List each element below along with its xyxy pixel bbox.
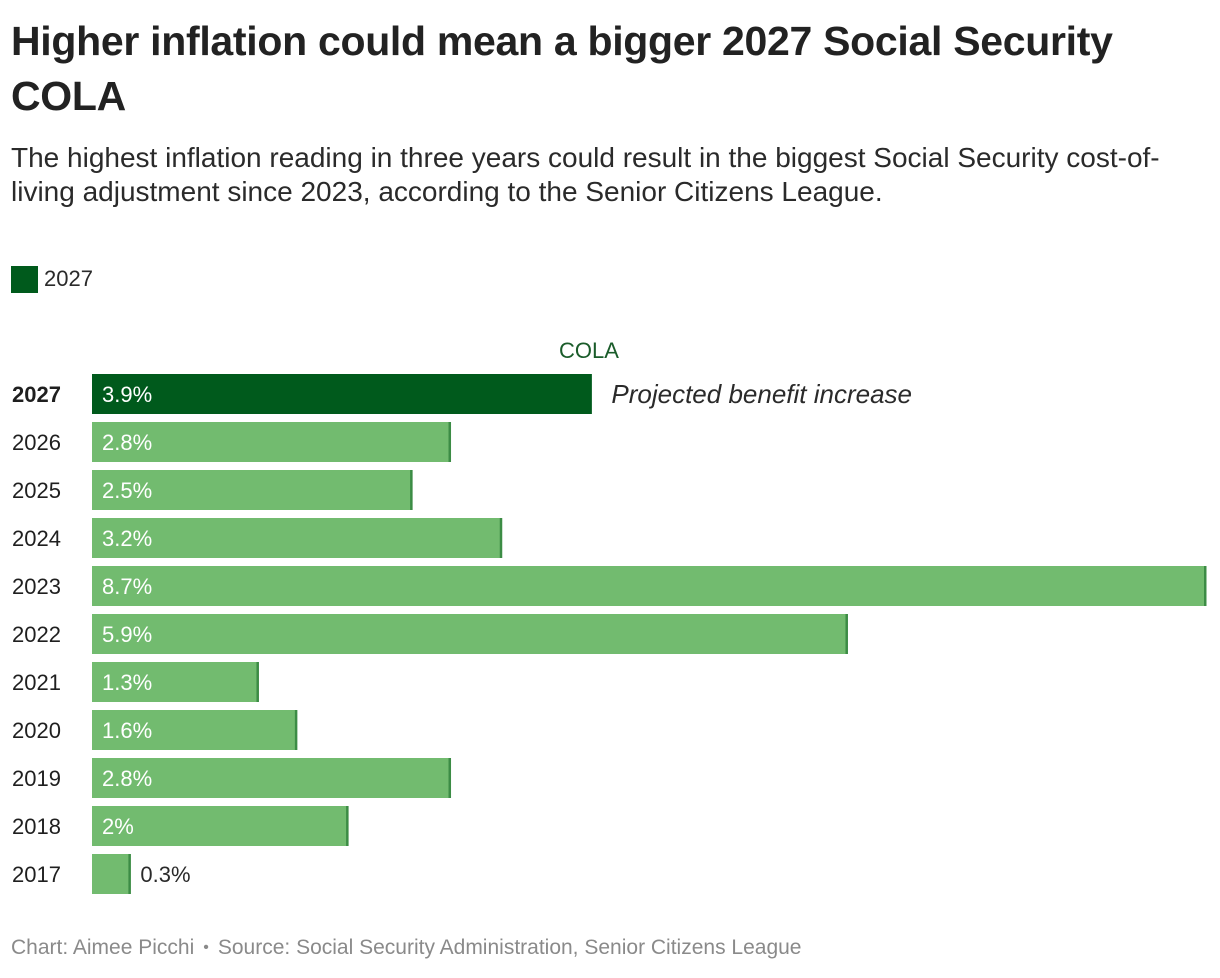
bar-row-2021: 2021 1.3%: [12, 662, 259, 702]
column-header: COLA: [559, 338, 619, 363]
chart-source: Source: Social Security Administration, …: [217, 936, 802, 959]
bar-end-marker-2022: [845, 614, 848, 654]
category-label-2017: 2017: [12, 862, 61, 887]
bar-end-marker-2027: [589, 374, 592, 414]
bar-row-2018: 2018 2%: [12, 806, 349, 846]
bar-2023: [92, 566, 1206, 606]
category-label-2024: 2024: [12, 526, 61, 551]
legend-swatch: [11, 265, 38, 293]
category-label-2025: 2025: [12, 478, 61, 503]
bar-row-2024: 2024 3.2%: [12, 518, 503, 558]
value-label-2022: 5.9%: [102, 622, 152, 647]
bar-2020: [92, 710, 297, 750]
footer: Chart: Aimee Picchi • Source: Social Sec…: [11, 936, 802, 960]
legend: 2027: [11, 264, 93, 294]
bar-end-marker-2021: [256, 662, 259, 702]
legend-label: 2027: [44, 266, 93, 291]
bar-end-marker-2025: [410, 470, 413, 510]
value-label-2023: 8.7%: [102, 574, 152, 599]
bar-row-2027: 2027 3.9% Projected benefit increase: [12, 374, 912, 414]
value-label-2017: 0.3%: [140, 862, 190, 887]
value-label-2025: 2.5%: [102, 478, 152, 503]
category-label-2027: 2027: [12, 382, 61, 407]
bar-chart: 2027 3.9% Projected benefit increase 2026 2.…: [12, 374, 1207, 894]
chart-credit: Chart: Aimee Picchi: [11, 936, 195, 959]
bar-annotation: Projected benefit increase: [611, 379, 912, 409]
category-label-2026: 2026: [12, 430, 61, 455]
value-label-2020: 1.6%: [102, 718, 152, 743]
value-label-2024: 3.2%: [102, 526, 152, 551]
bar-row-2025: 2025 2.5%: [12, 470, 413, 510]
category-label-2020: 2020: [12, 718, 61, 743]
bar-2026: [92, 422, 451, 462]
value-label-2019: 2.8%: [102, 766, 152, 791]
category-label-2021: 2021: [12, 670, 61, 695]
bar-2017: [92, 854, 131, 894]
value-label-2021: 1.3%: [102, 670, 152, 695]
bar-row-2017: 2017 0.3%: [12, 854, 191, 894]
bar-end-marker-2026: [448, 422, 452, 462]
bar-2024: [92, 518, 502, 558]
bar-end-marker-2020: [294, 710, 298, 750]
bar-2027: [92, 374, 592, 414]
bar-row-2020: 2020 1.6%: [12, 710, 298, 750]
bar-row-2022: 2022 5.9%: [12, 614, 848, 654]
value-label-2018: 2%: [102, 814, 134, 839]
bar-end-marker-2018: [346, 806, 349, 846]
bar-row-2026: 2026 2.8%: [12, 422, 452, 462]
value-label-2026: 2.8%: [102, 430, 152, 455]
bar-2019: [92, 758, 451, 798]
bar-2022: [92, 614, 848, 654]
bar-end-marker-2019: [448, 758, 452, 798]
bar-end-marker-2017: [128, 854, 131, 894]
category-label-2019: 2019: [12, 766, 61, 791]
chart-subtitle: The highest inflation reading in three y…: [11, 142, 1160, 207]
bar-row-2023: 2023 8.7%: [12, 566, 1207, 606]
bar-row-2019: 2019 2.8%: [12, 758, 452, 798]
chart-title: Higher inflation could mean a bigger 202…: [11, 18, 1113, 119]
bar-end-marker-2024: [499, 518, 503, 558]
footer-separator: •: [203, 939, 209, 956]
value-label-2027: 3.9%: [102, 382, 152, 407]
bar-2021: [92, 662, 259, 702]
category-label-2018: 2018: [12, 814, 61, 839]
category-label-2023: 2023: [12, 574, 61, 599]
bar-2018: [92, 806, 349, 846]
bar-end-marker-2023: [1204, 566, 1207, 606]
bar-2025: [92, 470, 413, 510]
category-label-2022: 2022: [12, 622, 61, 647]
